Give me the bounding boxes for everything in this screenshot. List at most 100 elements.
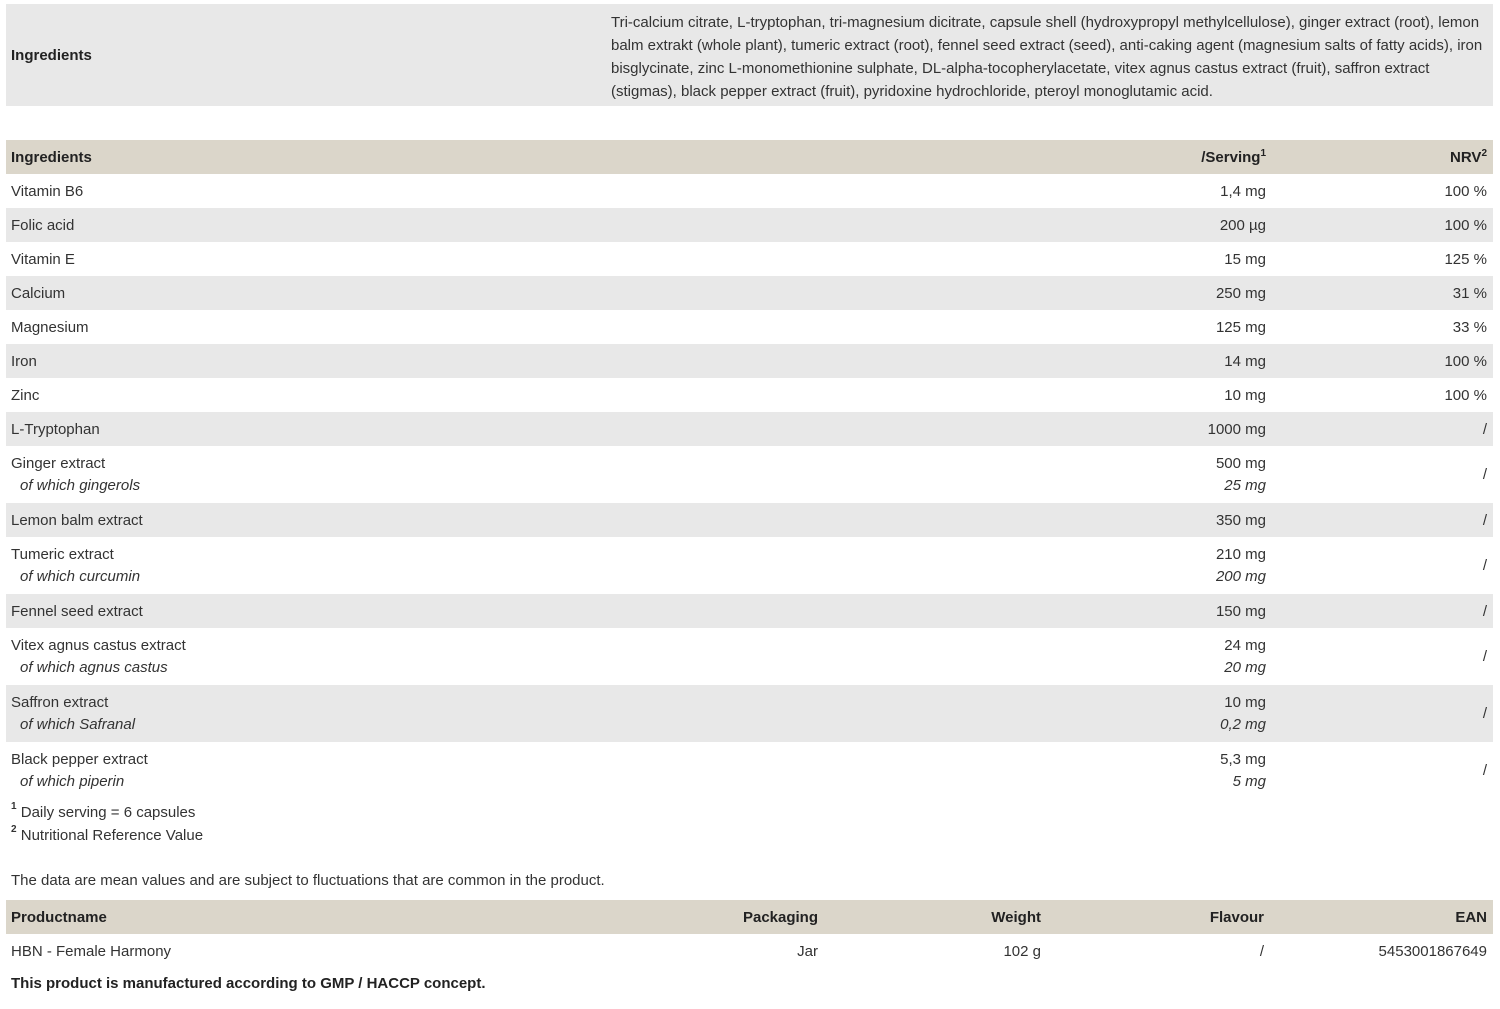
product-table: Productname Packaging Weight Flavour EAN… <box>6 900 1493 968</box>
nutrient-nrv: / <box>1272 685 1493 742</box>
nutrient-sub-label: of which agnus castus <box>20 658 168 676</box>
footnote-2: 2 Nutritional Reference Value <box>11 824 1498 847</box>
header-weight: Weight <box>824 900 1047 934</box>
nutrient-nrv: 100 % <box>1444 386 1487 404</box>
nutrition-row: Vitamin E 15 mg 125 % <box>6 242 1493 276</box>
header-productname: Productname <box>6 900 601 934</box>
serving-value: 1,4 mg <box>1220 182 1266 200</box>
nutrition-row: Fennel seed extract 150 mg / <box>6 594 1493 628</box>
nutrient-name: Iron <box>6 344 961 378</box>
nutrient-serving: 200 µg <box>961 208 1272 242</box>
footnote-mark: 2 <box>11 824 17 835</box>
header-flavour: Flavour <box>1047 900 1270 934</box>
serving-value: 210 mg <box>1215 545 1266 563</box>
nutrient-serving: 1,4 mg <box>961 174 1272 208</box>
header-ingredients: Ingredients <box>6 140 961 174</box>
nutrient-nrv: 100 % <box>1272 208 1493 242</box>
nutrition-row: Folic acid 200 µg 100 % <box>6 208 1493 242</box>
serving-value: 200 µg <box>1219 216 1266 234</box>
nutrient-label: Ginger extract <box>11 454 106 472</box>
nutrition-row: Saffron extract of which Safranal 10 mg 0,2… <box>6 685 1493 742</box>
product-row: HBN - Female Harmony Jar 102 g / 5453001… <box>6 934 1493 968</box>
nutrient-label: Tumeric extract <box>11 545 114 563</box>
nutrient-sub-label: of which piperin <box>20 772 125 790</box>
product-packaging: Jar <box>797 942 818 960</box>
product-header-row: Productname Packaging Weight Flavour EAN <box>6 900 1493 934</box>
nutrition-row: Ginger extract of which gingerols 500 mg 25… <box>6 446 1493 503</box>
header-ean: EAN <box>1270 900 1493 934</box>
nutrition-table-wrap: Ingredients /Serving1 NRV2 Vitamin B6 1,4… <box>6 140 1493 799</box>
nutrient-nrv: / <box>1482 647 1487 665</box>
nutrient-label: Black pepper extract <box>11 750 148 768</box>
footnote-1: 1 Daily serving = 6 capsules <box>11 801 1498 824</box>
footnote-mark: 1 <box>11 801 17 812</box>
product-weight: 102 g <box>1003 942 1041 960</box>
nutrient-nrv: / <box>1482 761 1487 779</box>
footnote-mark: 1 <box>1260 147 1266 159</box>
nutrient-serving: 350 mg <box>961 503 1272 537</box>
serving-value: 10 mg <box>1224 386 1266 404</box>
serving-value: 5,3 mg <box>1220 750 1266 768</box>
nutrition-row: Vitamin B6 1,4 mg 100 % <box>6 174 1493 208</box>
nutrition-row: Zinc 10 mg 100 % <box>6 378 1493 412</box>
header-serving: /Serving1 <box>961 140 1272 174</box>
nutrient-name: L-Tryptophan <box>6 412 961 446</box>
nutrition-row: Black pepper extract of which piperin 5,3 … <box>6 742 1493 799</box>
nutrient-sub-label: of which Safranal <box>20 715 136 733</box>
sub-serving-value: 0,2 mg <box>1220 715 1266 733</box>
nutrient-name: Zinc <box>6 378 961 412</box>
nutrient-label: Folic acid <box>11 216 75 234</box>
nutrition-row: Lemon balm extract 350 mg / <box>6 503 1493 537</box>
serving-value: 150 mg <box>1215 602 1266 620</box>
header-packaging: Packaging <box>601 900 824 934</box>
serving-value: 250 mg <box>1215 284 1266 302</box>
nutrient-nrv: 100 % <box>1272 344 1493 378</box>
nutrition-row: Vitex agnus castus extract of which agnus… <box>6 628 1493 685</box>
nutrient-nrv: / <box>1272 594 1493 628</box>
serving-value: 15 mg <box>1224 250 1266 268</box>
nutrient-serving: 150 mg <box>961 594 1272 628</box>
sub-serving-value: 20 mg <box>1224 658 1266 676</box>
nutrient-label: Lemon balm extract <box>11 511 143 529</box>
nutrient-label: L-Tryptophan <box>11 420 100 438</box>
product-name: HBN - Female Harmony <box>11 942 172 960</box>
nutrient-nrv: / <box>1272 503 1493 537</box>
nutrient-label: Vitamin B6 <box>11 182 84 200</box>
nutrient-serving: 125 mg <box>961 310 1272 344</box>
nutrient-label: Zinc <box>11 386 40 404</box>
nutrient-name: Tumeric extract of which curcumin <box>6 537 961 594</box>
product-ean: 5453001867649 <box>1378 942 1487 960</box>
nutrient-serving: 210 mg 200 mg <box>961 537 1272 594</box>
sub-serving-value: 5 mg <box>1232 772 1266 790</box>
nutrition-row: Iron 14 mg 100 % <box>6 344 1493 378</box>
nutrient-name: Fennel seed extract <box>6 594 961 628</box>
nutrient-label: Fennel seed extract <box>11 602 143 620</box>
nutrient-nrv: / <box>1482 556 1487 574</box>
serving-value: 1000 mg <box>1207 420 1266 438</box>
nutrient-nrv: 33 % <box>1452 318 1487 336</box>
footnote-text: Nutritional Reference Value <box>20 827 204 844</box>
serving-value: 10 mg <box>1224 693 1266 711</box>
footnote-text: Daily serving = 6 capsules <box>20 804 196 821</box>
nutrient-serving: 24 mg 20 mg <box>961 628 1272 685</box>
nutrient-label: Calcium <box>11 284 66 302</box>
product-flavour: / <box>1259 942 1264 960</box>
nutrition-row: Tumeric extract of which curcumin 210 mg 20… <box>6 537 1493 594</box>
nutrient-serving: 500 mg 25 mg <box>961 446 1272 503</box>
nutrient-name: Lemon balm extract <box>6 503 961 537</box>
nutrition-row: L-Tryptophan 1000 mg / <box>6 412 1493 446</box>
serving-value: 24 mg <box>1224 636 1266 654</box>
nutrient-serving: 5,3 mg 5 mg <box>961 742 1272 799</box>
nutrient-label: Vitex agnus castus extract <box>11 636 186 654</box>
serving-value: 125 mg <box>1215 318 1266 336</box>
nutrient-nrv: / <box>1272 412 1493 446</box>
nutrient-name: Folic acid <box>6 208 961 242</box>
gmp-note: This product is manufactured according t… <box>11 975 486 992</box>
nutrient-name: Calcium <box>6 276 961 310</box>
nutrient-name: Ginger extract of which gingerols <box>6 446 961 503</box>
nutrient-nrv: 125 % <box>1444 250 1487 268</box>
mean-values-note: The data are mean values and are subject… <box>11 872 605 889</box>
nutrient-label: Saffron extract <box>11 693 109 711</box>
nutrient-serving: 10 mg 0,2 mg <box>961 685 1272 742</box>
serving-value: 14 mg <box>1224 352 1266 370</box>
